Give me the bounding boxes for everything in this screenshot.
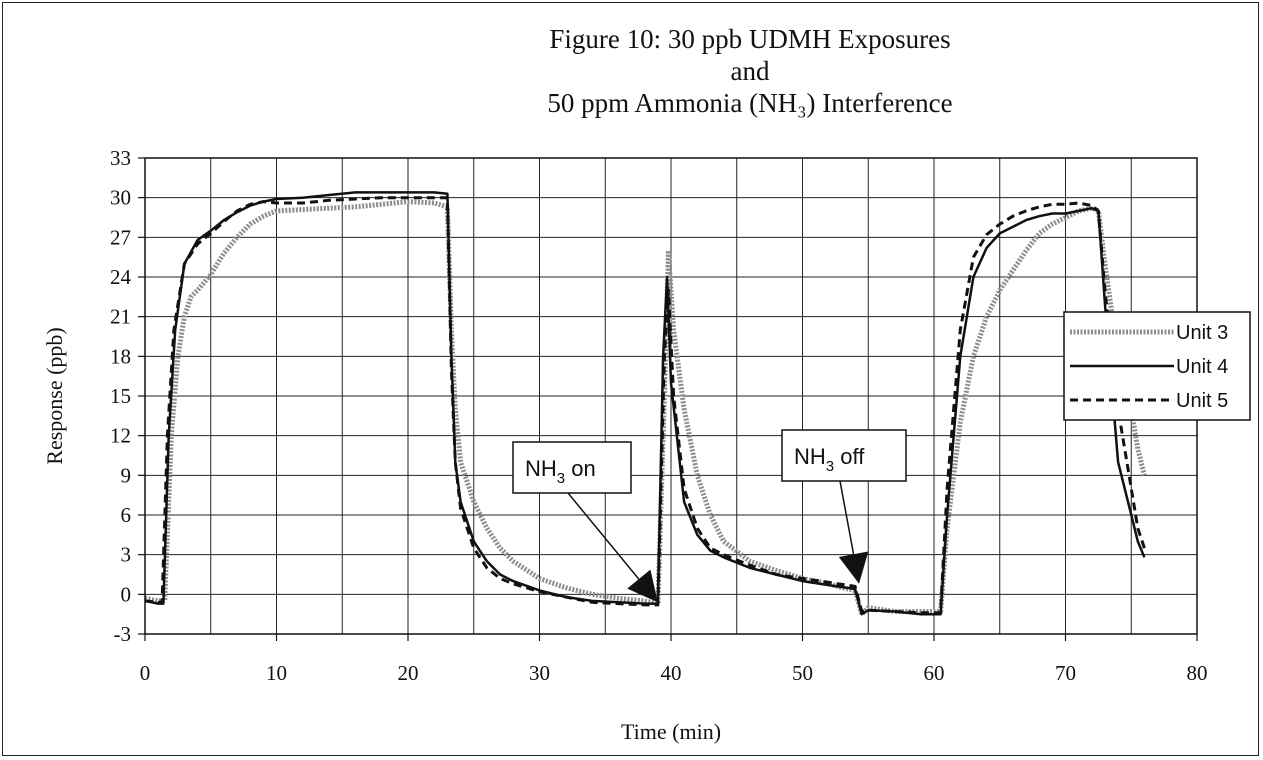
legend-item-unit-5: Unit 5 bbox=[1070, 390, 1228, 412]
series-line-unit-4 bbox=[144, 191, 1146, 616]
annotation-nh3-off: NH3 off bbox=[781, 429, 907, 584]
series-line-unit-3 bbox=[144, 199, 1147, 617]
chart-title-line-2: and bbox=[731, 56, 770, 86]
annotation-arrow-head bbox=[838, 551, 869, 584]
annotation-arrow-line bbox=[567, 492, 640, 580]
legend-label: Unit 5 bbox=[1176, 390, 1228, 412]
x-axis-label: Time (min) bbox=[621, 719, 721, 744]
annotation-arrow-line bbox=[839, 480, 855, 555]
y-tick-label: 24 bbox=[110, 265, 132, 289]
legend-item-unit-4: Unit 4 bbox=[1070, 356, 1228, 378]
legend-label: Unit 3 bbox=[1176, 322, 1228, 344]
chart-title-line-3: 50 ppm Ammonia (NH₃) Interference bbox=[547, 88, 952, 118]
annotation-label: NH3 on bbox=[525, 456, 596, 487]
x-tick-label: 20 bbox=[398, 661, 419, 685]
annotations: NH3 on NH3 off bbox=[512, 429, 907, 603]
x-tick-label: 70 bbox=[1055, 661, 1076, 685]
x-tick-label: 30 bbox=[529, 661, 550, 685]
x-tick-label: 80 bbox=[1187, 661, 1208, 685]
y-tick-label: 15 bbox=[110, 384, 131, 408]
y-tick-label: 3 bbox=[121, 543, 132, 567]
annotation-label: NH3 off bbox=[794, 444, 865, 475]
y-tick-label: 0 bbox=[121, 582, 132, 606]
x-tick-label: 50 bbox=[792, 661, 813, 685]
x-tick-label: 60 bbox=[924, 661, 945, 685]
chart-title-line-1: Figure 10: 30 ppb UDMH Exposures bbox=[549, 24, 950, 54]
y-tick-label: 9 bbox=[121, 463, 132, 487]
y-axis-label: Response (ppb) bbox=[42, 327, 67, 464]
y-tick-label: 18 bbox=[110, 344, 131, 368]
legend: Unit 3 Unit 4 Unit 5 bbox=[1063, 311, 1251, 421]
x-tick-label: 0 bbox=[140, 661, 151, 685]
y-tick-label: 12 bbox=[110, 424, 131, 448]
y-tick-label: 30 bbox=[110, 186, 131, 210]
x-tick-label: 10 bbox=[266, 661, 287, 685]
y-tick-label: 21 bbox=[110, 305, 131, 329]
y-tick-label: -3 bbox=[114, 622, 132, 646]
chart-title: Figure 10: 30 ppb UDMH Exposures and 50 … bbox=[547, 24, 952, 118]
grid bbox=[138, 157, 1198, 641]
annotation-arrow-head bbox=[627, 569, 658, 603]
legend-item-unit-3: Unit 3 bbox=[1070, 322, 1228, 344]
y-tick-label: 27 bbox=[110, 225, 131, 249]
y-tick-label: 6 bbox=[121, 503, 132, 527]
annotation-nh3-on: NH3 on bbox=[512, 441, 658, 603]
x-axis-ticks: 0 10 20 30 40 50 60 70 80 bbox=[140, 661, 1208, 685]
y-tick-label: 33 bbox=[110, 146, 131, 170]
x-tick-label: 40 bbox=[661, 661, 682, 685]
legend-label: Unit 4 bbox=[1176, 356, 1228, 378]
series-line-unit-5 bbox=[144, 196, 1146, 615]
series-lines bbox=[144, 191, 1147, 617]
annotation-box bbox=[781, 429, 907, 482]
y-axis-ticks: -3 0 3 6 9 12 15 18 21 24 27 30 33 bbox=[110, 146, 132, 646]
annotation-box bbox=[512, 441, 632, 494]
